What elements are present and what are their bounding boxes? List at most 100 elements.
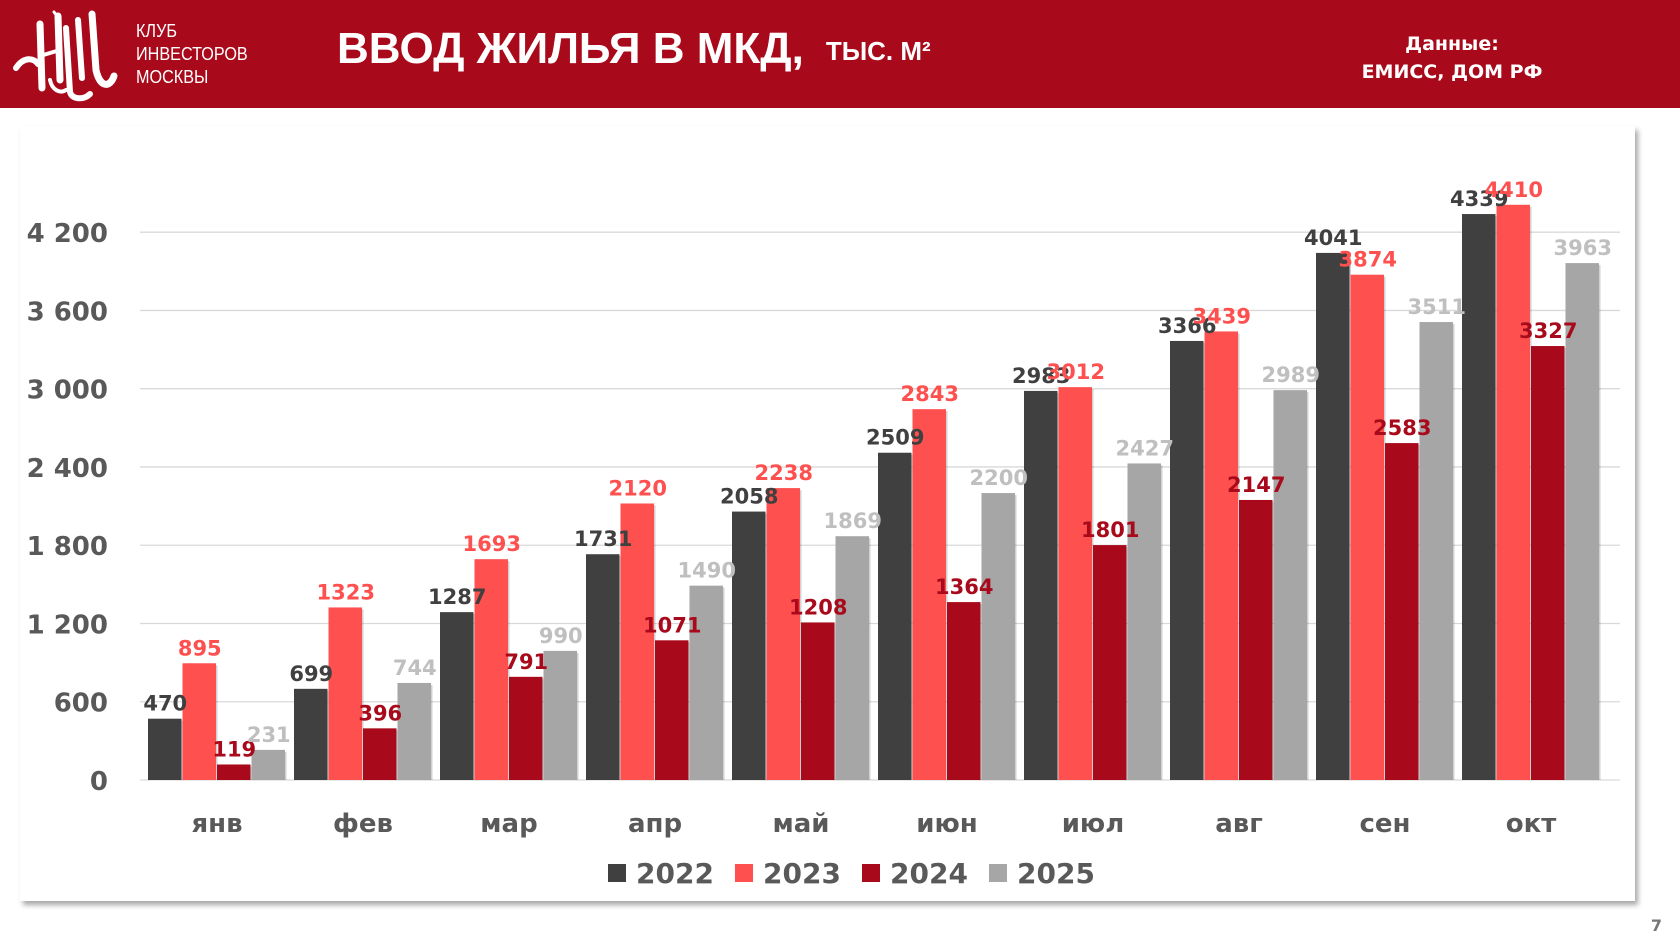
title-unit: ТЫС. М²: [825, 36, 931, 66]
y-tick-label: 600: [54, 689, 108, 719]
data-label-2022: 470: [143, 692, 187, 716]
y-tick-label: 2 400: [27, 454, 108, 484]
data-label-2022: 2058: [720, 485, 778, 509]
bar-2022-авг: [1170, 340, 1204, 780]
data-label-2022: 2983: [1012, 364, 1070, 388]
y-tick-label: 3 000: [27, 376, 108, 406]
data-label-2024: 1801: [1081, 518, 1139, 542]
data-label-2023: 3874: [1339, 248, 1397, 272]
data-label-2024: 119: [212, 737, 256, 761]
y-tick-label: 4 200: [27, 219, 108, 249]
club-line: КЛУБ: [136, 21, 177, 41]
data-label-2023: 2238: [755, 461, 813, 485]
data-label-2024: 1364: [935, 575, 993, 599]
bar-2022-янв: [148, 718, 182, 780]
bar-2023-фев: [328, 607, 362, 780]
bar-2023-окт: [1496, 204, 1530, 781]
bar-2022-фев: [294, 688, 328, 780]
x-tick-label: июн: [916, 809, 977, 839]
y-tick-label: 1 200: [27, 610, 108, 640]
data-label-2022: 3366: [1158, 314, 1216, 338]
x-tick-label: авг: [1215, 809, 1263, 839]
club-line: ИНВЕСТОРОВ: [136, 44, 248, 64]
legend-label-2025: 2025: [1017, 857, 1095, 890]
data-label-2023: 2843: [901, 382, 959, 406]
data-label-2025: 3511: [1408, 295, 1466, 319]
header-bar: КЛУБ ИНВЕСТОРОВ МОСКВЫ ВВОД ЖИЛЬЯ В МКД,…: [0, 0, 1680, 108]
x-tick-label: апр: [628, 809, 682, 839]
data-label-2025: 2427: [1116, 436, 1174, 460]
title-text: ВВОД ЖИЛЬЯ В МКД,: [337, 24, 804, 73]
y-tick-label: 3 600: [27, 297, 108, 327]
bar-2023-сен: [1350, 274, 1384, 780]
x-tick-label: май: [772, 809, 829, 839]
bar-2023-авг: [1204, 331, 1238, 780]
bar-2025-июл: [1127, 463, 1161, 780]
bar-2023-июл: [1058, 387, 1092, 780]
x-tick-label: июл: [1062, 809, 1125, 839]
y-tick-label: 1 800: [27, 532, 108, 562]
y-axis: 0 600 1 200 1 800 2 400 3 000 3 600 4 200: [27, 219, 108, 797]
data-label-2023: 1323: [317, 580, 375, 604]
data-label-2025: 231: [247, 723, 291, 747]
bar-2022-май: [732, 511, 766, 780]
data-label-2025: 744: [393, 656, 437, 680]
x-tick-label: янв: [191, 809, 242, 839]
data-label-2024: 791: [504, 650, 548, 674]
data-label-2023: 3012: [1047, 360, 1105, 384]
legend-label-2022: 2022: [636, 857, 714, 890]
y-tick-label: 0: [90, 767, 108, 797]
bar-2023-апр: [620, 503, 654, 780]
club-line: МОСКВЫ: [136, 67, 209, 87]
chart-panel: 0 600 1 200 1 800 2 400 3 000 3 600 4 200 470 89…: [20, 126, 1635, 901]
legend-swatch-2024: [862, 864, 880, 882]
bars: [148, 204, 1601, 781]
legend-label-2023: 2023: [763, 857, 841, 890]
x-tick-label: фев: [333, 809, 393, 839]
data-label-2025: 1490: [678, 559, 736, 583]
page-title: ВВОД ЖИЛЬЯ В МКД, ТЫС. М²: [337, 24, 931, 74]
data-label-2023: 895: [178, 636, 222, 660]
bar-2024-сен: [1385, 443, 1419, 780]
legend-swatch-2025: [989, 864, 1007, 882]
club-logo-icon: [13, 10, 118, 102]
bar-2023-июн: [912, 409, 946, 780]
bar-2024-фев: [363, 728, 397, 780]
data-label-2024: 1071: [643, 613, 701, 637]
bar-2025-июн: [981, 493, 1015, 780]
x-tick-label: сен: [1359, 809, 1410, 839]
page-number: 7: [1650, 916, 1662, 935]
data-label-2024: 2147: [1227, 473, 1285, 497]
data-label-2023: 1693: [463, 532, 521, 556]
bar-2025-мар: [543, 650, 577, 780]
bar-2024-янв: [217, 764, 251, 780]
bar-2024-авг: [1239, 499, 1273, 780]
bar-2022-сен: [1316, 252, 1350, 781]
source-value: ЕМИСС, ДОМ РФ: [1361, 61, 1543, 83]
data-label-2025: 2989: [1262, 363, 1320, 387]
bar-2025-май: [835, 536, 869, 780]
bar-2025-апр: [689, 585, 723, 780]
data-label-2025: 3963: [1554, 236, 1612, 260]
data-label-2024: 2583: [1373, 416, 1431, 440]
data-label-2022: 4041: [1304, 226, 1362, 250]
bar-2025-фев: [397, 682, 431, 780]
bar-2024-июл: [1093, 545, 1127, 780]
legend-swatch-2022: [608, 864, 626, 882]
bar-2025-янв: [251, 749, 285, 780]
bar-2024-май: [801, 622, 835, 780]
bar-2023-мар: [474, 559, 508, 780]
club-name: КЛУБ ИНВЕСТОРОВ МОСКВЫ: [136, 20, 248, 89]
bar-chart: 0 600 1 200 1 800 2 400 3 000 3 600 4 200 470 89…: [27, 178, 1620, 890]
bar-2025-авг: [1273, 390, 1307, 780]
bar-2024-мар: [509, 676, 543, 780]
bar-2024-окт: [1531, 346, 1565, 780]
bar-2025-окт: [1565, 263, 1599, 780]
data-label-2024: 1208: [789, 595, 847, 619]
bar-2023-янв: [182, 663, 216, 780]
legend-swatch-2023: [735, 864, 753, 882]
legend: 2022 2023 2024 2025: [608, 857, 1095, 890]
bar-2022-окт: [1462, 214, 1496, 781]
data-label-2022: 2509: [866, 426, 924, 450]
